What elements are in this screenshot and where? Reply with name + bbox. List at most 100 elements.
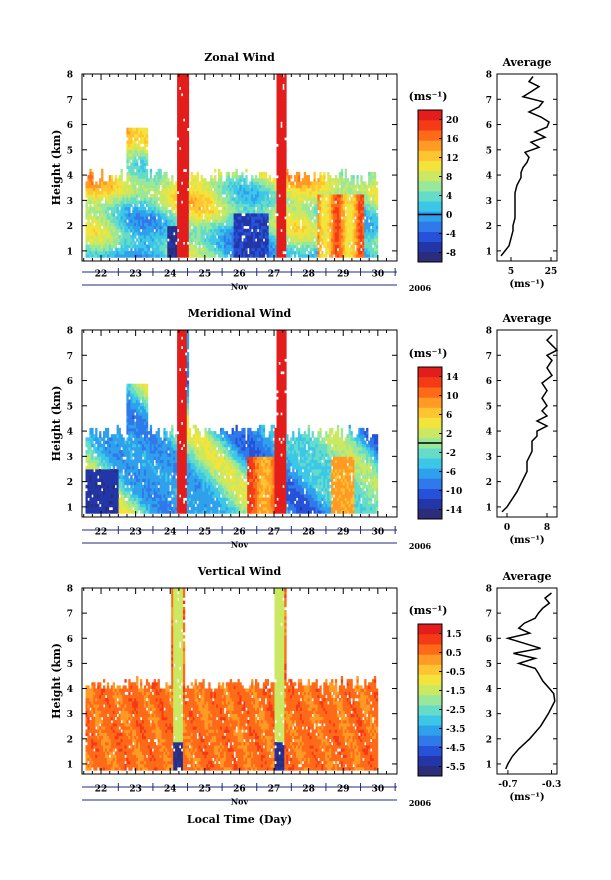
heatmap-cell xyxy=(124,479,126,483)
heatmap-cell xyxy=(148,204,150,208)
heatmap-cell xyxy=(321,200,323,204)
heatmap-cell xyxy=(228,241,230,245)
heatmap-cell xyxy=(228,223,230,227)
heatmap-cell xyxy=(282,175,284,179)
heatmap-cell xyxy=(251,219,253,223)
heatmap-cell xyxy=(132,185,134,189)
heatmap-cell xyxy=(376,216,378,220)
heatmap-cell xyxy=(306,238,308,242)
heatmap-cell xyxy=(278,213,280,217)
heatmap-cell xyxy=(187,159,189,163)
heatmap-cell xyxy=(251,188,253,192)
heatmap-cell xyxy=(132,238,134,242)
heatmap-cell xyxy=(263,175,265,179)
heatmap-cell xyxy=(224,235,226,239)
heatmap-cell xyxy=(239,197,241,201)
heatmap-cell xyxy=(284,93,286,97)
profile-line xyxy=(501,77,549,256)
heatmap-cell xyxy=(179,188,181,192)
heatmap-cell xyxy=(144,248,146,252)
heatmap-cell xyxy=(298,188,300,192)
heatmap-cell xyxy=(376,248,378,252)
heatmap-cell xyxy=(282,219,284,223)
heatmap-cell xyxy=(187,162,189,166)
heatmap-cell xyxy=(347,254,349,258)
heatmap-cell xyxy=(376,194,378,198)
heatmap-cell xyxy=(113,466,115,470)
heatmap-cell xyxy=(317,188,319,192)
colorbar-segment xyxy=(418,211,442,221)
heatmap-cell xyxy=(117,181,119,185)
heatmap-cell xyxy=(267,241,269,245)
heatmap-cell xyxy=(128,204,130,208)
heatmap-cell xyxy=(335,191,337,195)
heatmap-cell xyxy=(95,466,97,470)
heatmap-cell xyxy=(128,412,130,416)
heatmap-cell xyxy=(280,251,282,255)
heatmap-cell xyxy=(321,210,323,214)
heatmap-cell xyxy=(232,223,234,227)
heatmap-cell xyxy=(144,207,146,211)
heatmap-cell xyxy=(152,207,154,211)
heatmap-cell xyxy=(294,235,296,239)
heatmap-cell xyxy=(310,210,312,214)
heatmap-cell xyxy=(128,210,130,214)
heatmap-cell xyxy=(140,147,142,151)
heatmap-cell xyxy=(206,185,208,189)
heatmap-cell xyxy=(195,251,197,255)
heatmap-cell xyxy=(179,178,181,182)
heatmap-cell xyxy=(247,194,249,198)
heatmap-cell xyxy=(218,248,220,252)
heatmap-cell xyxy=(310,229,312,233)
heatmap-cell xyxy=(278,254,280,258)
heatmap-cell xyxy=(183,235,185,239)
heatmap-cell xyxy=(267,213,269,217)
heatmap-cell xyxy=(341,172,343,176)
heatmap-cell xyxy=(259,185,261,189)
heatmap-cell xyxy=(109,241,111,245)
heatmap-cell xyxy=(93,444,95,448)
heatmap-cell xyxy=(206,210,208,214)
heatmap-cell xyxy=(351,248,353,252)
heatmap-cell xyxy=(282,102,284,106)
heatmap-cell xyxy=(314,226,316,230)
heatmap-cell xyxy=(314,241,316,245)
heatmap-cell xyxy=(124,447,126,451)
heatmap-cell xyxy=(288,178,290,182)
heatmap-cell xyxy=(343,191,345,195)
heatmap-cell xyxy=(202,238,204,242)
heatmap-cell xyxy=(144,156,146,160)
heatmap-cell xyxy=(163,245,165,249)
heatmap-cell xyxy=(267,194,269,198)
heatmap-cell xyxy=(294,194,296,198)
heatmap-cell xyxy=(278,77,280,81)
heatmap-cell xyxy=(358,194,360,198)
heatmap-cell xyxy=(128,384,130,388)
colorbar-segment xyxy=(418,232,442,242)
heatmap-cell xyxy=(103,188,105,192)
heatmap-cell xyxy=(195,185,197,189)
heatmap-cell xyxy=(119,428,121,432)
heatmap-cell xyxy=(87,437,89,441)
heatmap-cell xyxy=(95,219,97,223)
heatmap-cell xyxy=(156,226,158,230)
heatmap-cell xyxy=(187,134,189,138)
heatmap-cell xyxy=(144,134,146,138)
heatmap-cell xyxy=(362,200,364,204)
heatmap-cell xyxy=(121,213,123,217)
heatmap-cell xyxy=(136,162,138,166)
heatmap-cell xyxy=(366,188,368,192)
heatmap-cell xyxy=(353,175,355,179)
heatmap-cell xyxy=(202,185,204,189)
heatmap-cell xyxy=(224,210,226,214)
heatmap-cell xyxy=(267,181,269,185)
heatmap-cell xyxy=(140,156,142,160)
heatmap-cell xyxy=(298,204,300,208)
heatmap-cell xyxy=(148,232,150,236)
heatmap-cell xyxy=(282,245,284,249)
heatmap-cell xyxy=(140,128,142,132)
heatmap-cell xyxy=(310,226,312,230)
heatmap-cell xyxy=(191,254,193,258)
heatmap-cell xyxy=(259,235,261,239)
heatmap-cell xyxy=(286,178,288,182)
